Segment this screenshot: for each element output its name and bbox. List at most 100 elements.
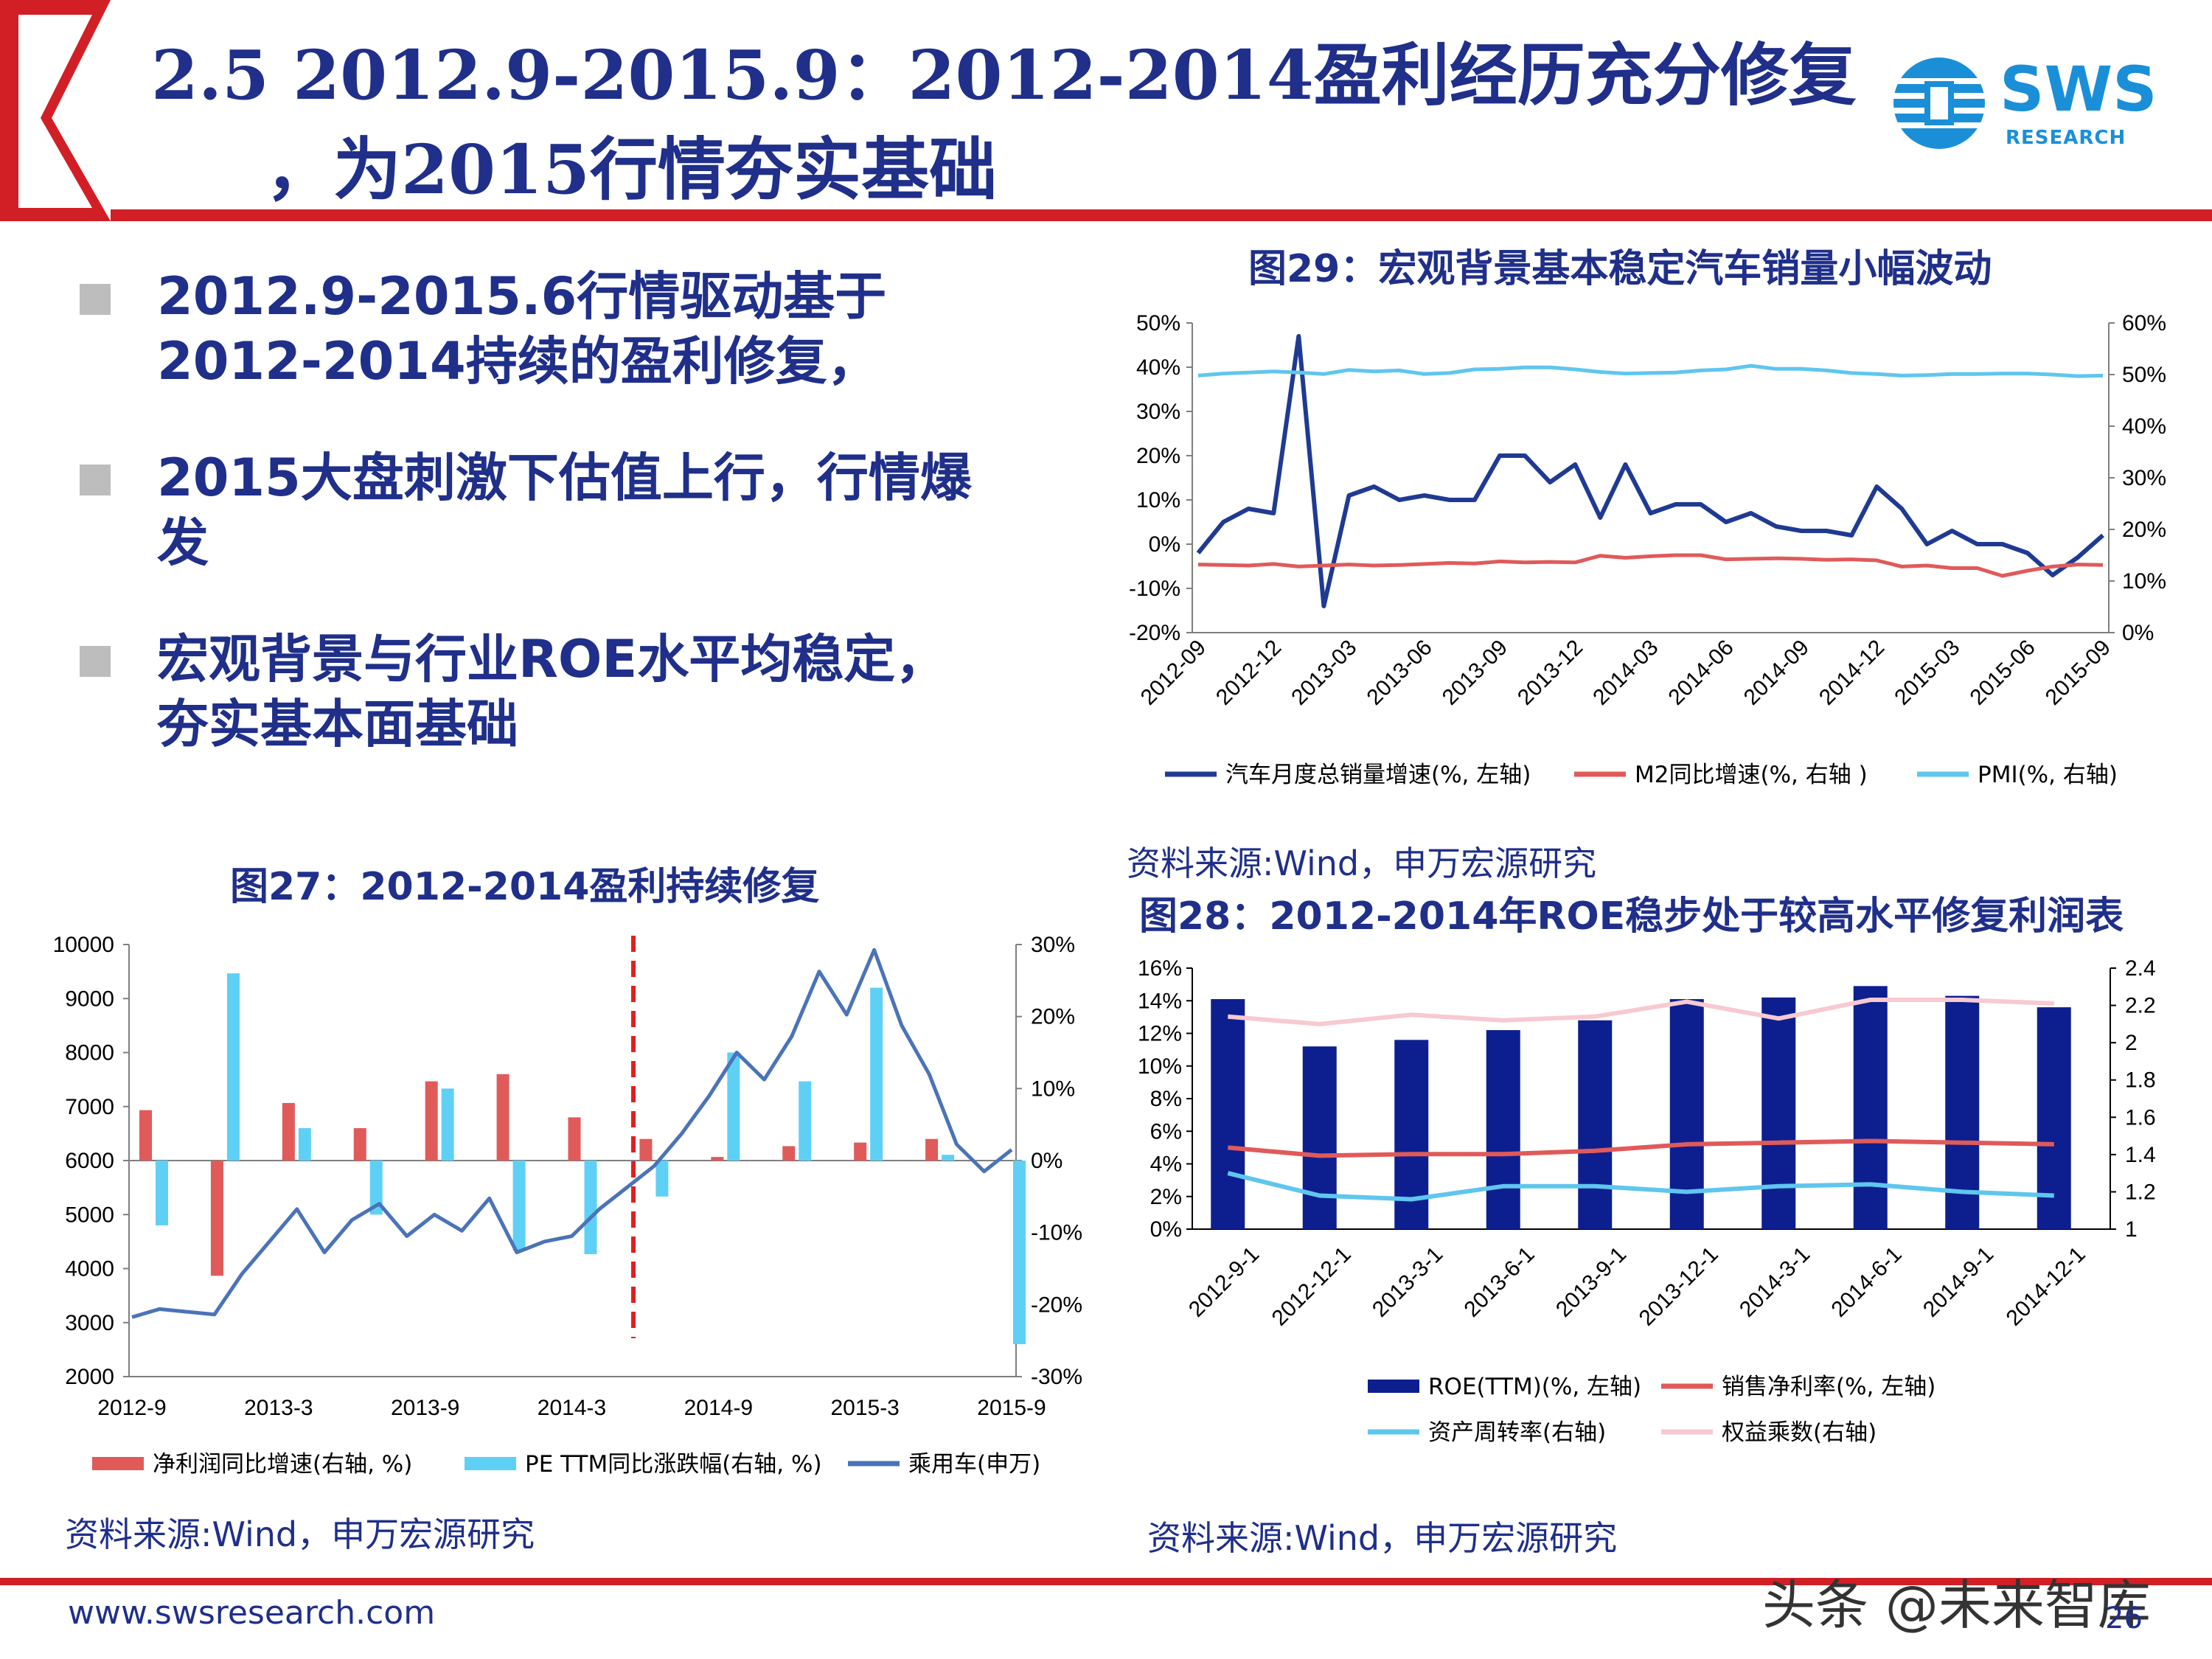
fig28-source: 资料来源:Wind，申万宏源研究 bbox=[1147, 1518, 1618, 1558]
fig28-bar-roe bbox=[1853, 986, 1888, 1229]
fig28-x-tick-label: 2014-6-1 bbox=[1826, 1242, 1906, 1322]
fig28-series-1-line bbox=[1228, 1138, 2054, 1158]
fig27-left-tick-label: 2000 bbox=[65, 1365, 114, 1389]
fig27-x-tick-label: 2014-9 bbox=[684, 1396, 753, 1420]
fig28-bar-roe bbox=[1669, 999, 1704, 1229]
bullet-text-2: 2015大盘刺激下估值上行，行情爆发 bbox=[157, 448, 972, 573]
fig29-x-tick-label: 2013-12 bbox=[1513, 636, 1587, 710]
fig29-x-tick-label: 2012-09 bbox=[1136, 636, 1211, 710]
fig27-bar-0 bbox=[496, 1074, 509, 1161]
fig27-bar-1 bbox=[799, 1081, 812, 1161]
fig29-right-tick-label: 50% bbox=[2122, 363, 2166, 387]
fig28-legend-1-label: 销售净利率(%, 左轴) bbox=[1722, 1374, 1935, 1400]
fig29-x-tick-label: 2012-12 bbox=[1211, 636, 1286, 710]
fig29-left-tick-label: -20% bbox=[1129, 621, 1180, 645]
fig27-bar-1 bbox=[584, 1161, 597, 1254]
fig28-x-tick-label: 2014-3-1 bbox=[1735, 1242, 1815, 1322]
fig29-x-tick-label: 2014-09 bbox=[1739, 636, 1814, 710]
fig27-bar-0 bbox=[282, 1102, 295, 1161]
fig29-series-0-line bbox=[1196, 334, 2104, 608]
fig29-right-tick-label: 0% bbox=[2122, 621, 2154, 645]
fig27-chart: 10000 9000 8000 7000 6000 5000 4000 3000 2000 30%… bbox=[53, 933, 1082, 1478]
fig27-title: 图27：2012-2014盈利持续修复 bbox=[230, 865, 820, 909]
fig28-x-tick-label: 2012-12-1 bbox=[1267, 1242, 1356, 1331]
fig28-left-tick-label: 14% bbox=[1138, 989, 1182, 1013]
header-decoration bbox=[0, 0, 2212, 221]
fig27-x-tick-label: 2014-3 bbox=[538, 1396, 606, 1420]
fig28-legend-0-swatch bbox=[1368, 1380, 1419, 1393]
fig28-bar-roe bbox=[1211, 999, 1245, 1229]
fig28-bar-roe bbox=[2037, 1007, 2071, 1229]
fig29-x-tick-label: 2013-03 bbox=[1287, 636, 1361, 710]
fig29-right-tick-label: 20% bbox=[2122, 518, 2166, 542]
fig27-left-tick-label: 9000 bbox=[65, 987, 114, 1011]
fig28-x-tick-label: 2013-6-1 bbox=[1459, 1242, 1539, 1322]
fig28-legend-0-label: ROE(TTM)(%, 左轴) bbox=[1428, 1374, 1641, 1400]
page-title-line2: ，为2015行情夯实基础 bbox=[265, 130, 998, 209]
fig28-legend-3-label: 权益乘数(右轴) bbox=[1722, 1419, 1877, 1446]
fig27-left-tick-label: 4000 bbox=[65, 1257, 114, 1281]
fig27-source: 资料来源:Wind，申万宏源研究 bbox=[65, 1514, 535, 1554]
fig29-left-tick-label: 20% bbox=[1136, 444, 1180, 468]
fig27-bar-0 bbox=[639, 1138, 653, 1161]
fig27-x-tick-label: 2015-9 bbox=[977, 1396, 1046, 1420]
fig27-left-tick-label: 10000 bbox=[53, 933, 114, 957]
fig29-x-tick-label: 2015-06 bbox=[1966, 636, 2040, 710]
fig28-right-tick-label: 1 bbox=[2125, 1217, 2138, 1242]
fig28-bar-roe bbox=[1578, 1020, 1613, 1229]
fig29-left-tick-label: 40% bbox=[1136, 355, 1180, 380]
fig28-bar-roe bbox=[1302, 1046, 1337, 1229]
fig27-left-tick-label: 5000 bbox=[65, 1203, 114, 1227]
fig29-right-tick-label: 40% bbox=[2122, 414, 2166, 439]
fig27-bar-1 bbox=[512, 1161, 526, 1251]
fig28-left-tick-label: 8% bbox=[1150, 1087, 1182, 1111]
fig27-x-tick-label: 2013-3 bbox=[244, 1396, 313, 1420]
fig27-series-2-line bbox=[131, 947, 1013, 1319]
fig27-bar-0 bbox=[711, 1157, 724, 1161]
fig27-legend-0-swatch bbox=[92, 1457, 144, 1470]
fig27-bar-1 bbox=[369, 1161, 383, 1215]
bullet-marker bbox=[80, 465, 111, 495]
fig27-bar-1 bbox=[298, 1128, 311, 1161]
fig29-legend-0-label: 汽车月度总销量增速(%, 左轴) bbox=[1225, 762, 1531, 788]
fig28-right-tick-label: 2 bbox=[2125, 1031, 2138, 1055]
fig27-x-tick-label: 2012-9 bbox=[97, 1396, 166, 1420]
fig27-bar-1 bbox=[441, 1088, 454, 1161]
fig28-x-tick-label: 2014-9-1 bbox=[1919, 1242, 1998, 1322]
fig28-left-tick-label: 2% bbox=[1150, 1185, 1182, 1209]
fig27-left-tick-label: 3000 bbox=[65, 1311, 114, 1335]
fig29-x-tick-label: 2014-03 bbox=[1588, 636, 1663, 710]
fig28-left-tick-label: 16% bbox=[1138, 956, 1182, 981]
fig28-right-tick-label: 1.2 bbox=[2125, 1180, 2156, 1204]
fig29-legend-2-label: PMI(%, 右轴) bbox=[1978, 762, 2118, 788]
page-number: 26 bbox=[2105, 1601, 2143, 1635]
fig27-bar-0 bbox=[925, 1138, 939, 1161]
fig28-bar-roe bbox=[1486, 1030, 1520, 1229]
fig27-legend-0-label: 净利润同比增速(右轴, %) bbox=[153, 1451, 412, 1478]
footer-url[interactable]: www.swsresearch.com bbox=[68, 1594, 436, 1632]
fig27-right-tick-label: 10% bbox=[1031, 1077, 1075, 1101]
bullet-text-3: 宏观背景与行业ROE水平均稳定，夯实基本面基础 bbox=[157, 629, 947, 754]
fig29-series-2-line bbox=[1197, 364, 2104, 378]
fig27-legend-1-label: PE TTM同比涨跌幅(右轴, %) bbox=[525, 1451, 822, 1478]
fig27-right-tick-label: -20% bbox=[1031, 1293, 1082, 1317]
bullet-marker bbox=[80, 284, 111, 315]
fig27-bar-1 bbox=[942, 1155, 955, 1161]
fig28-right-tick-label: 1.6 bbox=[2125, 1105, 2156, 1130]
fig28-left-tick-label: 12% bbox=[1138, 1022, 1182, 1046]
fig27-bar-0 bbox=[782, 1146, 796, 1161]
logo-text: SWS bbox=[2000, 53, 2157, 125]
fig27-bar-0 bbox=[425, 1081, 438, 1161]
fig29-x-tick-label: 2015-03 bbox=[1890, 636, 1964, 710]
fig28-x-tick-label: 2013-3-1 bbox=[1368, 1242, 1447, 1322]
fig28-title: 图28：2012-2014年ROE稳步处于较高水平修复利润表 bbox=[1139, 894, 2124, 939]
logo-subtext: RESEARCH bbox=[2006, 127, 2126, 149]
fig27-right-tick-label: 0% bbox=[1031, 1149, 1062, 1173]
fig28-bar-roe bbox=[1761, 997, 1796, 1229]
fig27-right-tick-label: 20% bbox=[1031, 1005, 1075, 1029]
fig29-right-tick-label: 30% bbox=[2122, 466, 2166, 490]
fig27-bar-0 bbox=[568, 1117, 581, 1161]
fig29-right-tick-label: 10% bbox=[2122, 569, 2166, 594]
fig28-right-tick-label: 2.2 bbox=[2125, 994, 2156, 1018]
fig29-title: 图29：宏观背景基本稳定汽车销量小幅波动 bbox=[1248, 247, 1992, 291]
